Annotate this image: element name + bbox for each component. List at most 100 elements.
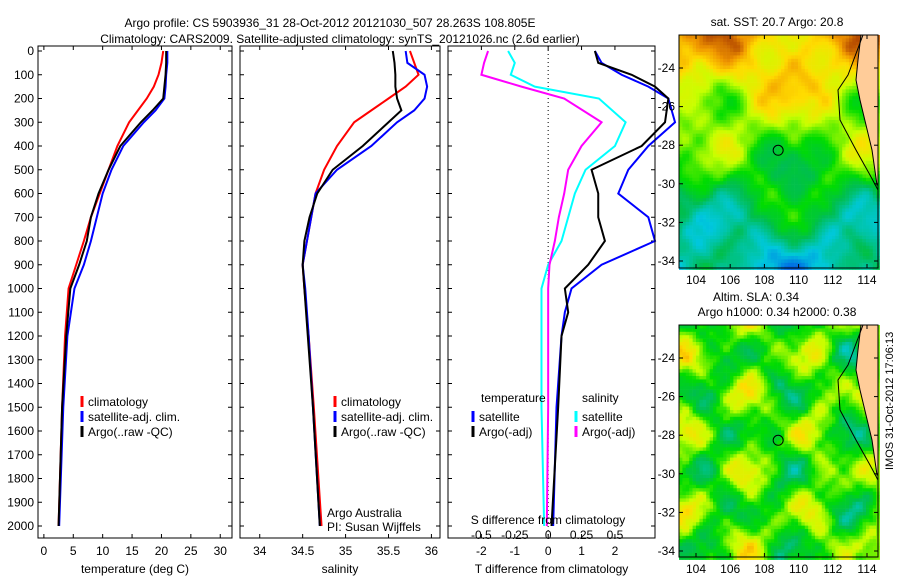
map-cell (685, 55, 690, 60)
map-cell (784, 177, 789, 182)
map-cell (716, 194, 721, 199)
map-cell (849, 89, 853, 94)
map-cell (838, 72, 843, 77)
map-cell (757, 116, 761, 121)
map-cell (679, 106, 683, 111)
map-cell (730, 198, 734, 202)
map-cell (682, 430, 687, 435)
map-cell (760, 157, 765, 162)
map-cell (743, 79, 748, 83)
map-cell (798, 140, 802, 145)
map-cell (702, 331, 707, 336)
map-cell (736, 171, 741, 175)
map-cell (842, 120, 846, 124)
map-cell (747, 140, 751, 145)
map-cell (764, 143, 768, 148)
map-cell (699, 35, 704, 39)
map-cell (825, 48, 829, 53)
map-cell (774, 232, 778, 236)
map-cell (821, 82, 826, 87)
map-cell (838, 232, 843, 236)
map-cell (811, 99, 816, 104)
map-cell (787, 191, 792, 196)
map-cell (770, 194, 775, 199)
map-cell (770, 41, 775, 46)
map-cell (682, 505, 687, 509)
map-cell (709, 96, 714, 100)
map-cell (825, 208, 829, 213)
map-cell (866, 245, 870, 250)
map-cell (713, 106, 717, 111)
map-cell (706, 65, 710, 70)
map-cell (838, 252, 843, 257)
map-cell (696, 498, 700, 503)
map-cell (852, 89, 857, 94)
map-cell (713, 191, 717, 196)
map-cell (696, 328, 700, 333)
map-cell (740, 218, 744, 223)
map-cell (791, 89, 795, 94)
map-cell (798, 177, 802, 182)
map-cell (679, 423, 683, 428)
map-cell (835, 198, 840, 202)
map-cell (747, 157, 751, 162)
map-cell (801, 147, 806, 151)
map-cell (811, 55, 816, 60)
map-cell (723, 239, 727, 243)
map-cell (702, 365, 707, 370)
map-cell (760, 52, 765, 56)
map-cell (696, 484, 700, 489)
map-cell (696, 256, 700, 260)
map-cell (696, 130, 700, 134)
map-cell (719, 177, 724, 182)
map-cell (699, 160, 704, 165)
map-cell (696, 501, 700, 506)
map-cell (719, 188, 724, 192)
x-tick-label: 106 (720, 273, 740, 287)
map-cell (740, 235, 744, 240)
map-cell (845, 92, 850, 97)
map-cell (699, 532, 704, 537)
map-cell (791, 116, 795, 121)
map-cell (699, 75, 704, 80)
map-cell (689, 69, 693, 73)
map-cell (794, 171, 799, 175)
map-cell (781, 228, 785, 233)
map-cell (862, 157, 867, 162)
map-cell (770, 235, 775, 240)
map-cell (696, 474, 700, 479)
map-cell (764, 35, 768, 39)
map-cell (781, 205, 785, 209)
map-cell (787, 262, 792, 267)
map-cell (777, 130, 782, 134)
map-cell (696, 103, 700, 107)
map-cell (702, 525, 707, 530)
map-cell (862, 205, 867, 209)
map-cell (723, 171, 727, 175)
map-cell (818, 160, 823, 165)
map-cell (849, 184, 853, 189)
map-cell (730, 174, 734, 179)
map-cell (825, 41, 829, 46)
map-cell (855, 177, 860, 182)
map-cell (767, 92, 772, 97)
map-cell (702, 413, 707, 418)
map-cell (736, 245, 741, 250)
map-cell (753, 184, 758, 189)
map-cell (709, 58, 714, 63)
map-cell (760, 86, 765, 90)
map-cell (689, 191, 693, 196)
map-cell (723, 82, 727, 87)
map-cell (818, 133, 823, 138)
map-cell (689, 242, 693, 247)
map-cell (743, 52, 748, 56)
map-cell (781, 133, 785, 138)
map-cell (764, 194, 768, 199)
map-cell (689, 45, 693, 49)
map-cell (791, 208, 795, 213)
map-cell (736, 198, 741, 202)
map-cell (726, 167, 731, 172)
map-cell (696, 245, 700, 250)
map-cell (859, 242, 863, 247)
map-cell (808, 188, 812, 192)
